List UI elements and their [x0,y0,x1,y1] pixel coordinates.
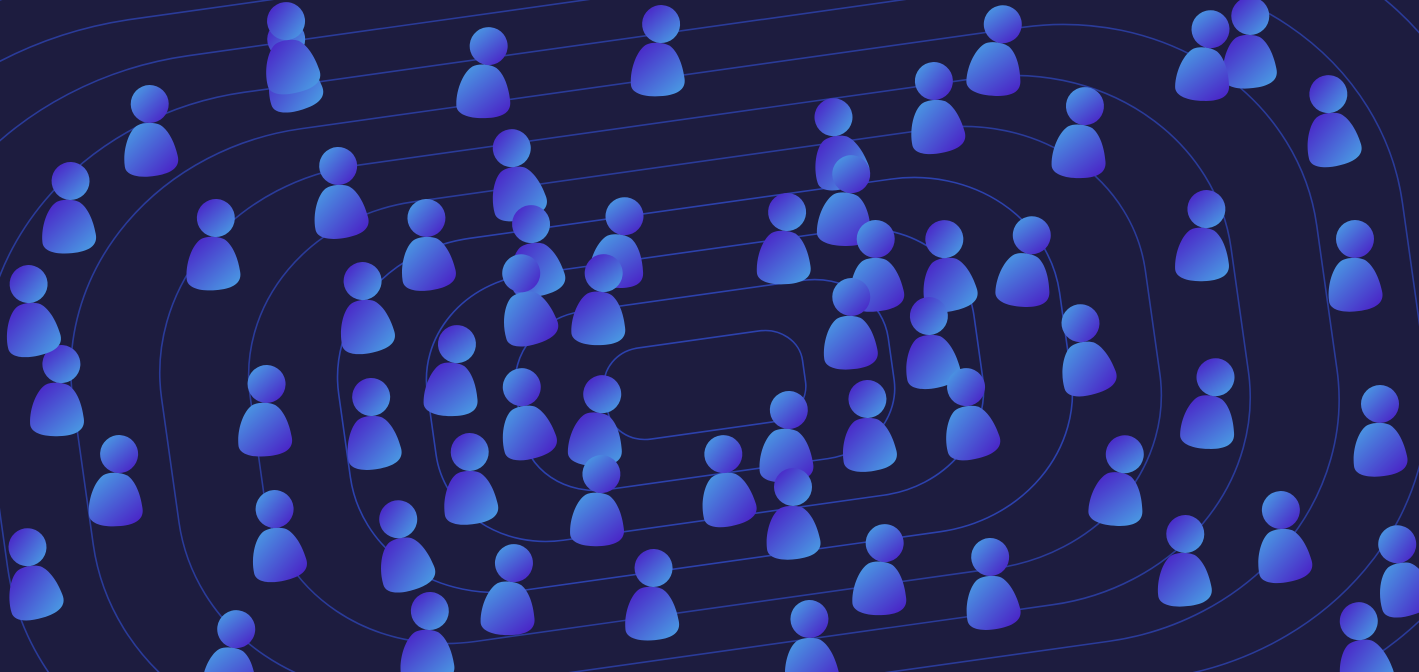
person-icon [816,155,871,247]
person-icon [1353,385,1408,477]
person-icon [186,199,241,291]
person-icon [630,5,685,97]
person-icon [1061,304,1117,397]
person-icon [124,85,179,177]
person-icon [1051,87,1106,179]
person-icon [347,378,402,470]
person-icon [1378,525,1419,618]
person-icon [1258,491,1313,584]
person-icon [238,365,293,457]
person-icon [502,254,559,347]
person-icon [402,199,456,291]
person-icon [252,490,307,583]
person-icon [266,2,321,95]
person-icon [625,549,680,641]
person-icon [946,368,1001,461]
person-icon [201,610,256,672]
person-icon [966,538,1021,630]
person-icon [1307,75,1362,168]
person-icon [1157,515,1212,607]
person-icon [1328,220,1383,312]
person-icon [785,600,839,672]
person-icon [8,528,64,621]
person-icon [1088,435,1144,526]
person-icon [444,433,499,525]
person-icon [314,147,369,239]
person-icon [906,297,961,390]
person-icon [1175,10,1230,101]
person-icon [570,455,624,547]
person-icon [923,220,978,313]
person-icon [966,5,1022,96]
person-icon [759,391,814,483]
person-icon [756,193,811,285]
person-icon [1180,358,1235,449]
person-icon [843,380,897,472]
person-icon [911,62,966,155]
person-icon [400,592,455,672]
person-icon [995,216,1051,307]
person-icon [88,435,143,527]
person-icon [6,265,61,358]
person-icon [1339,602,1394,672]
person-icon [1222,0,1277,89]
person-icon [571,254,626,346]
person-icon [456,27,511,119]
person-icon [1175,190,1229,282]
person-icon [766,468,821,560]
person-icon [379,500,436,593]
person-icon [852,524,907,616]
person-icon [567,375,622,467]
person-icon [702,435,757,528]
person-icon [42,162,97,254]
person-icon [480,544,535,636]
person-icon [502,368,557,461]
person-icon [823,278,878,370]
contour-line [158,74,1252,672]
person-icon [340,262,395,355]
person-icon [423,325,478,417]
person-icon [30,345,84,437]
